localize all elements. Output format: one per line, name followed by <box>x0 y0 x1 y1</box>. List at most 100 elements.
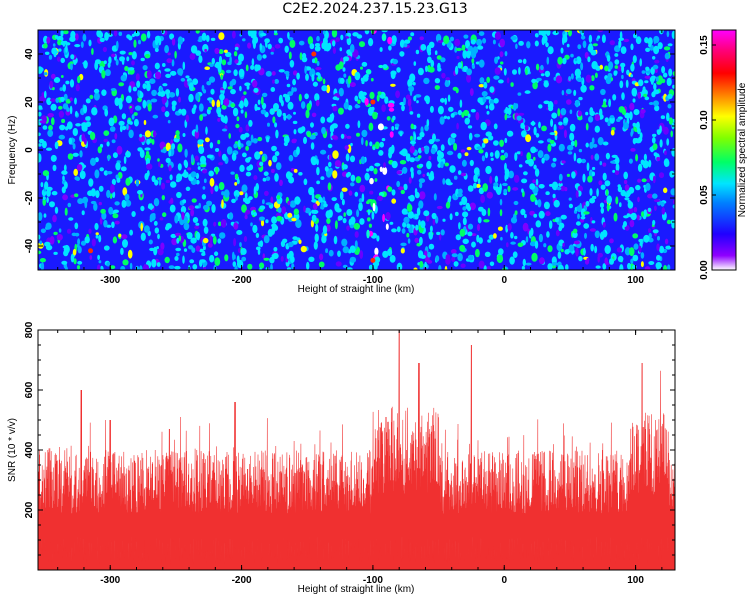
spectrogram-cell <box>552 157 557 162</box>
spectrogram-cell <box>39 95 46 102</box>
spectrogram-cell <box>238 126 243 133</box>
spectrogram-cell <box>460 263 466 268</box>
spectrogram-cell <box>107 62 111 68</box>
spectrogram-cell <box>245 145 250 151</box>
spectrogram-cell <box>510 82 514 87</box>
spectrogram-cell <box>217 112 222 118</box>
spectrogram-cell <box>478 260 485 269</box>
spectrogram-cell <box>564 249 570 255</box>
spectrogram-cell <box>372 111 378 120</box>
spectrogram-cell <box>403 183 408 191</box>
spectrogram-cell <box>449 213 453 221</box>
spectrogram-cell <box>220 219 227 228</box>
spectrogram-cell <box>656 243 660 251</box>
spectrogram-cell <box>529 241 537 247</box>
spectrogram-cell <box>600 184 606 190</box>
spectrogram-cell <box>562 242 565 247</box>
spectrogram-cell <box>493 123 498 130</box>
spectrogram-cell <box>214 257 221 266</box>
spectrogram-cell <box>461 196 468 206</box>
spectrogram-cell <box>79 170 86 180</box>
spectrogram-cell <box>103 60 107 64</box>
spectrogram-cell <box>174 256 179 261</box>
spectrogram-cell <box>296 72 300 80</box>
spectrogram-cell <box>157 158 160 162</box>
spectrogram-cell <box>213 221 217 227</box>
spectrogram-cell <box>270 263 273 270</box>
spectrogram-cell <box>570 73 574 80</box>
spectrogram-cell <box>239 143 244 148</box>
spectrogram-cell <box>354 95 359 102</box>
spectrogram-cell <box>562 57 567 65</box>
spectrogram-cell <box>575 221 581 226</box>
spectrogram-cell <box>543 243 547 248</box>
spectrogram-cell <box>328 167 333 175</box>
spectrogram-cell <box>478 84 485 88</box>
spectrogram-cell <box>398 186 404 191</box>
spectrogram-cell <box>577 213 580 220</box>
spectrogram-cell <box>291 86 294 94</box>
spectrogram-cell <box>262 92 268 98</box>
spectrogram-cell <box>656 254 661 261</box>
spectrogram-cell <box>604 117 609 123</box>
spectrogram-cell <box>232 261 237 267</box>
spectrogram-cell <box>619 264 624 270</box>
spectrogram-cell <box>597 30 604 33</box>
spectrogram-cell <box>169 33 175 40</box>
spectrogram-cell <box>220 74 224 80</box>
spectrogram-cell <box>104 69 111 77</box>
spectrogram-cell <box>153 246 158 256</box>
spectrogram-cell <box>514 174 520 183</box>
spectrogram-cell <box>244 198 251 205</box>
spectrogram-cell <box>597 137 604 146</box>
spectrogram-cell <box>198 146 205 154</box>
spectrogram-cell <box>44 241 51 247</box>
spectrogram-cell <box>162 63 166 67</box>
spectrogram-cell <box>195 231 201 241</box>
spectrogram-cell <box>635 184 641 191</box>
top-x-tick-label: -300 <box>100 275 120 286</box>
spectrogram-cell <box>276 109 282 118</box>
spectrogram-cell <box>615 163 620 172</box>
spectrogram-cell <box>62 245 69 249</box>
spectrogram-cell <box>192 78 199 85</box>
spectrogram-cell <box>112 213 119 219</box>
spectrogram-cell <box>237 139 241 148</box>
spectrogram-cell <box>111 53 116 58</box>
spectrogram-cell <box>73 168 78 176</box>
spectrogram-cell <box>494 150 500 159</box>
spectrogram-cell <box>165 179 171 184</box>
spectrogram-cell <box>151 258 157 268</box>
spectrogram-cell <box>245 64 249 72</box>
spectrogram-cell <box>309 134 316 140</box>
spectrogram-cell <box>162 212 167 218</box>
spectrogram-cell <box>310 142 315 150</box>
spectrogram-cell <box>449 165 456 173</box>
spectrogram-cell <box>91 107 98 116</box>
spectrogram-cell <box>251 210 254 216</box>
spectrogram-cell <box>369 165 374 172</box>
spectrogram-cell <box>63 164 67 172</box>
spectrogram-cell <box>648 102 654 105</box>
spectrogram-cell <box>121 113 127 120</box>
spectrogram-cell <box>558 143 565 152</box>
spectrogram-cell <box>350 174 356 182</box>
spectrogram-cell <box>83 104 88 114</box>
spectrogram-cell <box>231 152 237 161</box>
spectrogram-cell <box>342 246 349 254</box>
spectrogram-cell <box>202 218 208 227</box>
spectrogram-cell <box>414 94 422 98</box>
spectrogram-cell <box>65 44 68 53</box>
spectrogram-cell <box>663 126 669 135</box>
spectrogram-cell <box>564 187 568 192</box>
spectrogram-cell <box>274 122 278 128</box>
spectrogram-cell <box>168 165 172 172</box>
spectrogram-cell <box>273 247 278 252</box>
spectrogram-cell <box>440 98 445 103</box>
spectrogram-cell <box>489 86 495 93</box>
spectrogram-cell <box>292 236 298 241</box>
spectrogram-cell <box>481 155 485 162</box>
spectrogram-cell <box>663 46 671 51</box>
spectrogram-cell <box>40 182 44 188</box>
